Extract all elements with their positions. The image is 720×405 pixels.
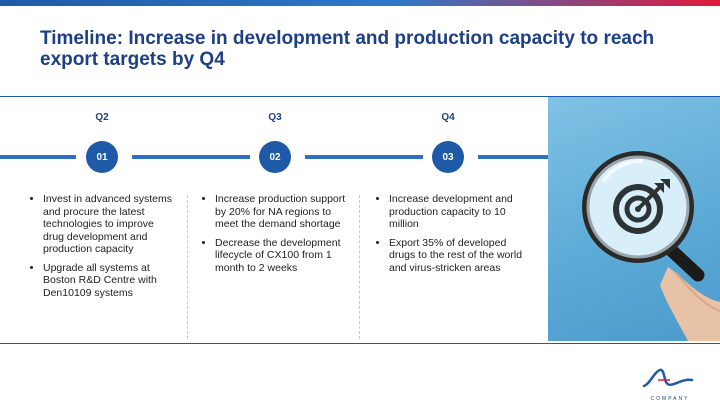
timeline-line (0, 155, 76, 159)
column-q2: Invest in advanced systems and procure t… (29, 193, 177, 305)
top-accent-bar (0, 0, 720, 6)
column-q3: Increase production support by 20% for N… (201, 193, 351, 280)
magnifier-icon (582, 151, 720, 341)
timeline-band (0, 96, 720, 344)
quarter-label-q3: Q3 (268, 112, 282, 123)
timeline-node-03: 03 (432, 141, 464, 173)
timeline-line (132, 155, 250, 159)
timeline-line (478, 155, 548, 159)
bullet-item: Invest in advanced systems and procure t… (43, 193, 177, 256)
bullet-item: Decrease the development lifecycle of CX… (215, 237, 351, 275)
logo-text: COMPANY (650, 396, 690, 402)
timeline-node-02: 02 (259, 141, 291, 173)
slide-title: Timeline: Increase in development and pr… (40, 28, 655, 70)
timeline-line (305, 155, 423, 159)
bullet-item: Increase production support by 20% for N… (215, 193, 351, 231)
bullet-item: Export 35% of developed drugs to the res… (389, 237, 535, 275)
quarter-label-q4: Q4 (441, 112, 455, 123)
bullet-item: Increase development and production capa… (389, 193, 535, 231)
quarter-label-q2: Q2 (95, 112, 109, 123)
column-q4: Increase development and production capa… (375, 193, 535, 280)
magnifier-photo (548, 97, 720, 341)
column-divider (187, 195, 188, 339)
target-icon (613, 179, 670, 234)
company-logo: COMPANY (640, 366, 700, 402)
timeline-node-01: 01 (86, 141, 118, 173)
column-divider (359, 195, 360, 339)
logo-mark-icon (642, 368, 694, 388)
bullet-item: Upgrade all systems at Boston R&D Centre… (43, 262, 177, 300)
